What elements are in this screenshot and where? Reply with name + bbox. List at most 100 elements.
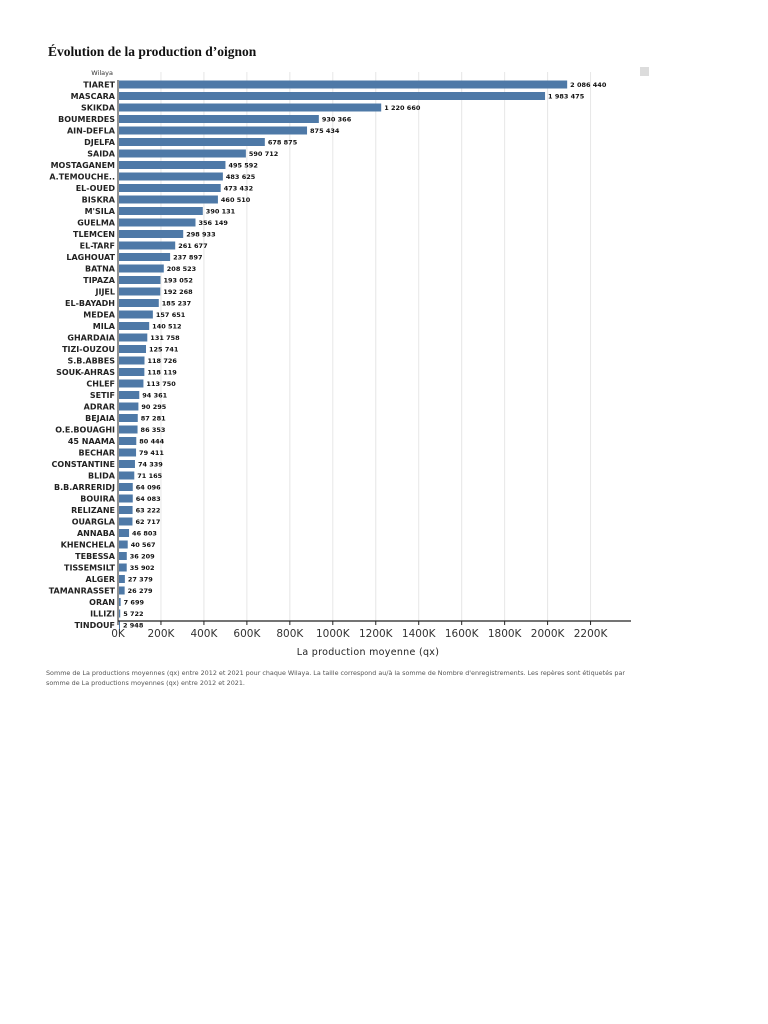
bar xyxy=(119,195,218,204)
category-label: LAGHOUAT xyxy=(66,253,115,262)
category-label: BOUIRA xyxy=(80,495,116,504)
data-label: 87 281 xyxy=(141,415,166,423)
bar xyxy=(119,333,148,342)
category-label: TIARET xyxy=(83,81,115,90)
bar xyxy=(119,575,125,583)
category-label: EL-BAYADH xyxy=(65,299,115,308)
bar-chart: Wilaya TIARET 2 086 440 MASCARA 1 983 475 SKI… xyxy=(49,69,631,658)
category-label: OUARGLA xyxy=(72,518,116,527)
data-label: 62 717 xyxy=(135,518,160,526)
category-label: GUELMA xyxy=(77,219,116,228)
x-tick-label: 2200K xyxy=(574,628,609,640)
data-label: 125 741 xyxy=(149,346,179,354)
bar xyxy=(119,322,150,330)
data-label: 79 411 xyxy=(139,449,164,457)
x-tick-label: 800K xyxy=(276,628,304,640)
category-label: BATNA xyxy=(85,265,116,274)
category-label: MILA xyxy=(93,322,116,331)
bar xyxy=(119,414,138,422)
data-label: 26 279 xyxy=(128,587,153,595)
category-label: ILLIZI xyxy=(90,610,115,619)
data-label: 131 758 xyxy=(150,334,180,342)
data-label: 298 933 xyxy=(186,231,215,239)
data-label: 118 726 xyxy=(148,357,178,365)
bar xyxy=(119,494,133,503)
x-tick-label: 1800K xyxy=(488,628,523,640)
data-label: 113 750 xyxy=(146,380,176,388)
bar xyxy=(119,161,226,169)
data-label: 1 983 475 xyxy=(548,93,585,101)
bar xyxy=(119,92,546,100)
data-label: 193 052 xyxy=(163,277,192,285)
bar xyxy=(119,517,133,526)
bar xyxy=(119,402,139,411)
x-axis-title: La production moyenne (qx) xyxy=(297,647,439,658)
bar xyxy=(119,540,128,549)
data-label: 63 222 xyxy=(136,507,161,515)
data-label: 483 625 xyxy=(226,173,256,181)
x-tick-label: 1400K xyxy=(402,628,437,640)
bar xyxy=(119,138,265,146)
bar xyxy=(119,126,308,135)
x-tick-label: 600K xyxy=(233,628,261,640)
x-tick-label: 1600K xyxy=(445,628,480,640)
data-label: 192 268 xyxy=(163,288,193,296)
category-label: EL-TARF xyxy=(80,242,115,251)
data-label: 74 339 xyxy=(138,461,163,469)
x-tick-label: 400K xyxy=(190,628,218,640)
category-label: S.B.ABBES xyxy=(67,357,115,366)
data-label: 40 567 xyxy=(131,541,156,549)
data-label: 2 948 xyxy=(123,622,144,630)
bar xyxy=(119,621,120,629)
bar xyxy=(119,253,171,261)
data-label: 5 722 xyxy=(123,610,143,618)
data-label: 36 209 xyxy=(130,553,155,561)
bar xyxy=(119,598,121,606)
bar xyxy=(119,483,133,491)
category-label: TISSEMSILT xyxy=(64,564,116,573)
data-label: 261 677 xyxy=(178,242,207,250)
bar xyxy=(119,241,176,250)
category-label: GHARDAIA xyxy=(67,334,115,343)
data-label: 2 086 440 xyxy=(570,81,607,89)
category-label: MASCARA xyxy=(71,92,116,101)
bar xyxy=(119,586,125,595)
category-label: 45 NAAMA xyxy=(68,437,116,446)
category-label: DJELFA xyxy=(84,138,116,147)
bar xyxy=(119,172,223,181)
bar xyxy=(119,207,203,215)
chart-footnote: Somme de La productions moyennes (qx) en… xyxy=(46,669,626,687)
data-label: 930 366 xyxy=(322,116,352,124)
bar xyxy=(119,379,144,388)
chart-menu-marker[interactable] xyxy=(640,67,649,76)
x-tick-label: 1000K xyxy=(316,628,351,640)
category-label: ALGER xyxy=(86,575,115,584)
x-tick-label: 0K xyxy=(111,628,126,640)
bar xyxy=(119,368,145,376)
category-header: Wilaya xyxy=(91,69,113,77)
bar xyxy=(119,80,568,89)
bar xyxy=(119,345,147,353)
data-label: 1 220 660 xyxy=(384,104,421,112)
category-label: AIN-DEFLA xyxy=(67,127,116,136)
x-tick-label: 200K xyxy=(147,628,175,640)
category-label: RELIZANE xyxy=(71,506,115,515)
bar xyxy=(119,264,164,273)
bar xyxy=(119,356,145,365)
chart-title: Évolution de la production d’oignon xyxy=(48,44,257,59)
data-label: 35 902 xyxy=(130,564,155,572)
category-label: CHLEF xyxy=(86,380,115,389)
bar xyxy=(119,529,130,537)
data-label: 7 699 xyxy=(124,599,145,607)
bar xyxy=(119,471,135,480)
bar xyxy=(119,184,221,192)
category-label: BLIDA xyxy=(88,472,116,481)
category-label: SAIDA xyxy=(87,150,116,159)
bar xyxy=(119,276,161,284)
data-label: 590 712 xyxy=(249,150,278,158)
category-label: B.B.ARRERIDJ xyxy=(54,483,115,492)
category-label: ORAN xyxy=(89,598,115,607)
data-label: 473 432 xyxy=(224,185,253,193)
bar xyxy=(119,218,196,227)
category-label: A.TEMOUCHE.. xyxy=(49,173,115,182)
